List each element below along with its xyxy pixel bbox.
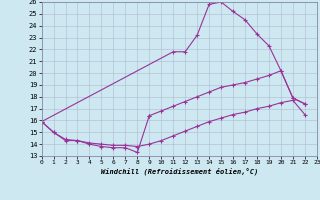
X-axis label: Windchill (Refroidissement éolien,°C): Windchill (Refroidissement éolien,°C): [100, 168, 258, 175]
